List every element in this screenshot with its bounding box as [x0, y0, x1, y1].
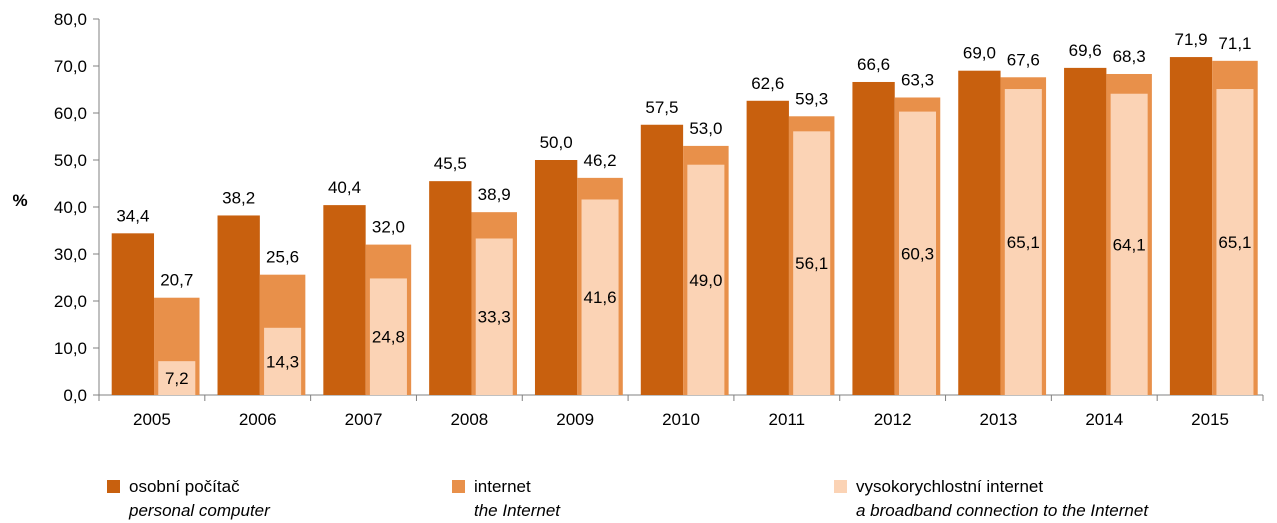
- data-label-internet: 63,3: [901, 70, 934, 89]
- x-tick-label: 2010: [662, 410, 700, 429]
- data-label-broadband: 65,1: [1007, 233, 1040, 252]
- x-tick-label: 2006: [239, 410, 277, 429]
- bar-personal-computer: [852, 81, 895, 395]
- data-label-broadband: 56,1: [795, 254, 828, 273]
- x-tick-label: 2013: [980, 410, 1018, 429]
- y-axis-label: %: [12, 191, 27, 210]
- data-label-personal-computer: 45,5: [434, 154, 467, 173]
- bar-personal-computer: [1064, 67, 1107, 395]
- data-label-broadband: 65,1: [1218, 233, 1251, 252]
- data-label-internet: 53,0: [689, 119, 722, 138]
- bar-chart: 0,0 10,0 20,0 30,0 40,0 50,0 60,0 70,0 80,0% 2005…: [12, 10, 1264, 429]
- bar-broadband: [687, 164, 725, 395]
- y-tick-label: 70,0: [54, 57, 87, 76]
- bar-broadband: [369, 278, 407, 395]
- bar-broadband: [1216, 89, 1254, 395]
- data-label-broadband: 60,3: [901, 244, 934, 263]
- x-tick-label: 2014: [1085, 410, 1123, 429]
- y-tick-label: 30,0: [54, 245, 87, 264]
- x-tick-label: 2009: [556, 410, 594, 429]
- bar-broadband: [1110, 93, 1148, 395]
- legend-item-personal-computer: osobní počítač personal computer: [107, 475, 270, 523]
- legend-swatch-pc: [107, 480, 120, 493]
- data-label-personal-computer: 57,5: [645, 98, 678, 117]
- data-label-personal-computer: 34,4: [116, 206, 149, 225]
- data-label-internet: 46,2: [584, 151, 617, 170]
- legend-label-pc-cs: osobní počítač: [129, 477, 240, 496]
- data-label-internet: 38,9: [478, 185, 511, 204]
- bar-broadband: [898, 111, 937, 395]
- x-tick-label: 2007: [345, 410, 383, 429]
- legend-label-internet-en: the Internet: [474, 501, 561, 520]
- bar-personal-computer: [958, 70, 1001, 395]
- bar-personal-computer: [323, 205, 366, 395]
- data-label-broadband: 14,3: [266, 352, 299, 371]
- data-label-internet: 59,3: [795, 89, 828, 108]
- bar-personal-computer: [111, 233, 155, 395]
- bar-broadband: [475, 238, 513, 395]
- legend-swatch-internet: [452, 480, 465, 493]
- data-label-internet: 71,1: [1218, 34, 1251, 53]
- y-tick-label: 0,0: [63, 386, 87, 405]
- data-label-broadband: 7,2: [165, 369, 189, 388]
- data-label-broadband: 33,3: [478, 308, 511, 327]
- data-label-internet: 20,7: [160, 271, 193, 290]
- bar-personal-computer: [534, 160, 578, 395]
- data-label-broadband: 64,1: [1113, 235, 1146, 254]
- data-label-personal-computer: 50,0: [540, 133, 573, 152]
- data-label-personal-computer: 38,2: [222, 188, 255, 207]
- legend-label-pc-en: personal computer: [129, 501, 270, 520]
- data-label-personal-computer: 69,6: [1069, 41, 1102, 60]
- bar-broadband: [793, 131, 831, 395]
- data-label-personal-computer: 66,6: [857, 55, 890, 74]
- bar-broadband: [1004, 89, 1042, 395]
- bar-personal-computer: [217, 215, 260, 395]
- legend-swatch-broadband: [834, 480, 847, 493]
- data-label-personal-computer: 71,9: [1174, 30, 1207, 49]
- bar-personal-computer: [640, 124, 684, 395]
- data-label-internet: 25,6: [266, 248, 299, 267]
- bar-broadband: [581, 199, 619, 395]
- legend-label-broadband-en: a broadband connection to the Internet: [856, 501, 1149, 520]
- bar-personal-computer: [429, 181, 472, 395]
- data-label-personal-computer: 40,4: [328, 178, 361, 197]
- x-tick-label: 2005: [133, 410, 171, 429]
- data-label-internet: 67,6: [1007, 50, 1040, 69]
- y-tick-label: 50,0: [54, 151, 87, 170]
- y-tick-label: 10,0: [54, 339, 87, 358]
- legend-item-internet: internet the Internet: [452, 475, 560, 523]
- x-tick-label: 2008: [450, 410, 488, 429]
- data-label-broadband: 24,8: [372, 328, 405, 347]
- data-label-internet: 68,3: [1113, 47, 1146, 66]
- y-tick-label: 80,0: [54, 10, 87, 29]
- data-label-internet: 32,0: [372, 218, 405, 237]
- legend-label-internet-cs: internet: [474, 477, 531, 496]
- y-tick-label: 60,0: [54, 104, 87, 123]
- data-label-personal-computer: 62,6: [751, 74, 784, 93]
- legend-item-broadband: vysokorychlostní internet a broadband co…: [834, 475, 1148, 523]
- y-tick-label: 40,0: [54, 198, 87, 217]
- data-label-personal-computer: 69,0: [963, 44, 996, 63]
- x-tick-label: 2011: [769, 410, 806, 429]
- bar-broadband: [158, 361, 196, 395]
- x-tick-label: 2015: [1191, 410, 1229, 429]
- data-label-broadband: 49,0: [689, 271, 722, 290]
- bar-broadband: [264, 327, 302, 395]
- bar-personal-computer: [746, 100, 789, 395]
- bar-personal-computer: [1169, 57, 1213, 395]
- legend-label-broadband-cs: vysokorychlostní internet: [856, 477, 1044, 496]
- x-tick-label: 2012: [874, 410, 912, 429]
- y-tick-label: 20,0: [54, 292, 87, 311]
- data-label-broadband: 41,6: [584, 288, 617, 307]
